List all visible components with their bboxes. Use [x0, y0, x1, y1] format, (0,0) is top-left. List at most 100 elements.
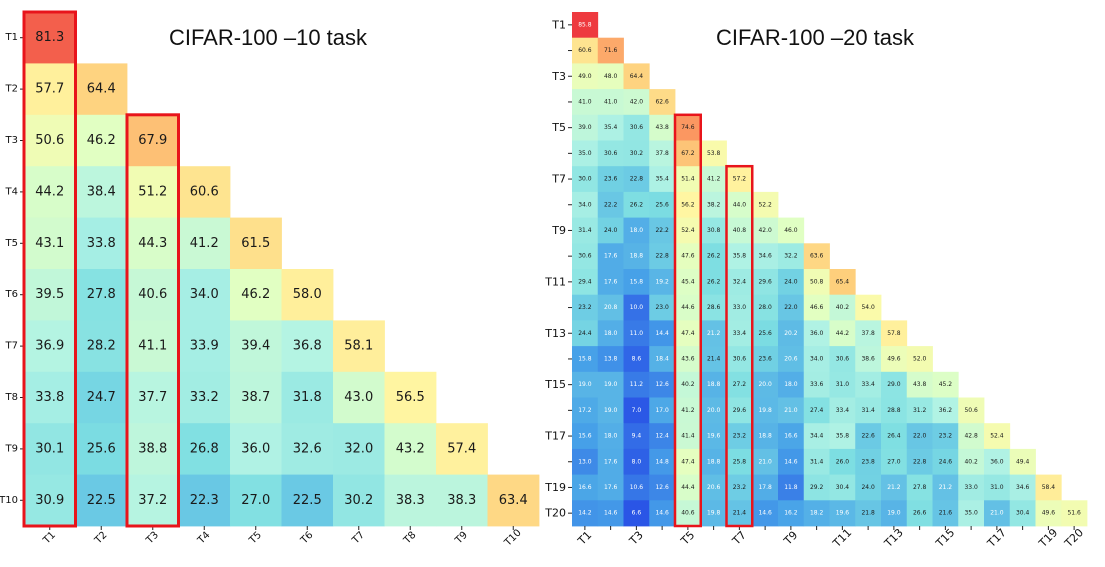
cell-value-label: 14.8 [655, 458, 669, 465]
heatmap-cell [281, 320, 334, 373]
heatmap-cell [932, 474, 959, 501]
col-tick-label: T10 [502, 527, 524, 549]
heatmap-cell [752, 397, 779, 424]
cell-value-label: 49.6 [1042, 510, 1056, 517]
heatmap-cell [829, 474, 856, 501]
heatmap-cell [572, 191, 599, 218]
cell-value-label: 30.8 [707, 227, 721, 234]
heatmap-cell [984, 474, 1011, 501]
cell-value-label: 35.4 [604, 124, 618, 131]
cell-value-label: 44.2 [35, 184, 64, 199]
cell-value-label: 41.0 [604, 98, 618, 105]
heatmap-cell [623, 500, 650, 527]
cell-value-label: 52.4 [990, 433, 1004, 440]
heatmap-cell [333, 320, 385, 373]
cell-value-label: 46.2 [241, 287, 270, 302]
heatmap-cell [726, 346, 753, 373]
row-tick-label: T4 [5, 186, 18, 197]
heatmap-cell [932, 423, 959, 450]
cell-value-label: 22.2 [655, 227, 669, 234]
cell-value-label: 12.6 [655, 484, 669, 491]
heatmap-cell [881, 371, 908, 398]
cell-value-label: 15.6 [578, 433, 592, 440]
cell-value-label: 52.2 [758, 201, 772, 208]
cell-value-label: 39.0 [578, 124, 592, 131]
col-tick-label: T15 [933, 526, 958, 551]
heatmap-cell [700, 243, 727, 270]
heatmap-cell [623, 191, 650, 218]
heatmap-cell [24, 474, 76, 527]
cell-value-label: 21.6 [939, 510, 953, 517]
cell-value-label: 18.4 [655, 355, 669, 362]
cell-value-label: 23.2 [939, 433, 953, 440]
col-tick-label: T4 [195, 530, 212, 547]
cell-value-label: 40.6 [681, 510, 695, 517]
heatmap-cell [881, 500, 908, 527]
cell-value-label: 30.6 [604, 150, 618, 157]
cell-value-label: 38.3 [396, 493, 425, 508]
heatmap-cell [675, 243, 702, 270]
heatmap-cell [803, 448, 830, 475]
cell-value-label: 34.0 [578, 201, 592, 208]
heatmap-cell [230, 217, 282, 270]
heatmap-cell [24, 217, 76, 270]
heatmap-cell [881, 346, 908, 373]
heatmap-cell [752, 500, 779, 527]
cell-value-label: 21.0 [758, 458, 772, 465]
col-tick-label: T5 [247, 530, 264, 547]
heatmap-cell [24, 269, 76, 321]
heatmap-cell [855, 320, 882, 347]
heatmap-cell [230, 423, 282, 475]
heatmap-cell [178, 217, 231, 270]
heatmap-cell [984, 448, 1011, 475]
heatmap-cell [572, 320, 599, 347]
heatmap-cell [572, 474, 599, 501]
heatmap-cell [230, 320, 282, 373]
col-tick-label: T7 [729, 529, 749, 549]
heatmap-cell [333, 474, 385, 527]
highlight-column-box [673, 113, 702, 528]
cell-value-label: 17.6 [604, 278, 618, 285]
heatmap-cell [230, 371, 282, 424]
heatmap-cell [649, 346, 676, 373]
heatmap-cell [855, 500, 882, 527]
heatmap-cell [726, 191, 753, 218]
cell-value-label: 29.2 [810, 484, 824, 491]
heatmap-cell [906, 448, 933, 475]
cell-value-label: 18.8 [758, 433, 772, 440]
heatmap-cell [675, 397, 702, 424]
heatmap-cell [127, 114, 179, 167]
cell-value-label: 53.8 [707, 150, 721, 157]
heatmap-cell [1009, 448, 1036, 475]
cell-value-label: 17.6 [604, 484, 618, 491]
row-tick-label: T10 [0, 495, 18, 506]
cell-value-label: 20.8 [604, 304, 618, 311]
cell-value-label: 25.6 [655, 201, 669, 208]
cell-value-label: 40.6 [138, 287, 167, 302]
cell-value-label: 22.6 [861, 433, 875, 440]
heatmap-cell [597, 166, 624, 193]
cell-value-label: 26.4 [887, 433, 901, 440]
cell-value-label: 44.4 [681, 484, 695, 491]
cell-value-label: 23.0 [655, 304, 669, 311]
heatmap-cell [752, 423, 779, 450]
heatmap-cell [572, 114, 599, 141]
cell-value-label: 42.0 [630, 98, 644, 105]
cell-value-label: 40.2 [836, 304, 850, 311]
cell-value-label: 43.8 [913, 381, 927, 388]
heatmap-cell [778, 346, 805, 373]
heatmap-cell [623, 294, 650, 321]
cell-value-label: 31.8 [293, 390, 322, 405]
cell-value-label: 36.0 [990, 458, 1004, 465]
col-tick-label: T2 [92, 530, 109, 547]
row-tick-label: T9 [5, 443, 18, 454]
heatmap-cell [752, 191, 779, 218]
heatmap-cell [932, 500, 959, 527]
cell-value-label: 45.2 [939, 381, 953, 388]
cell-value-label: 29.6 [733, 407, 747, 414]
cell-value-label: 63.4 [499, 493, 528, 508]
heatmap-cell [675, 217, 702, 244]
cell-value-label: 36.0 [810, 330, 824, 337]
heatmap-cell [675, 140, 702, 167]
cell-value-label: 50.8 [810, 278, 824, 285]
